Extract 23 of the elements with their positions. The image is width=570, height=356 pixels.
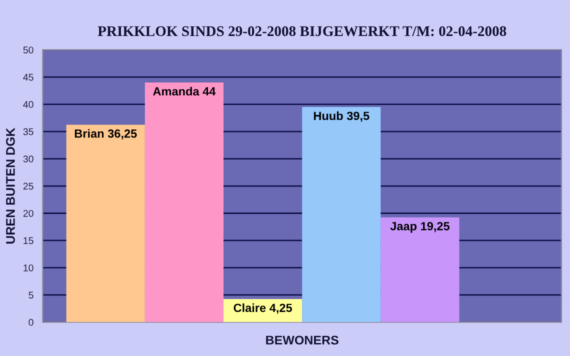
y-tick-label: 30	[23, 156, 34, 162]
data-label: Brian 36,25	[74, 129, 137, 140]
y-axis-title: UREN BUITEN DGK	[6, 128, 15, 244]
data-label: Claire 4,25	[234, 303, 292, 314]
y-tick-label: 15	[24, 237, 34, 244]
bar	[380, 217, 460, 322]
y-tick-label: 45	[23, 74, 34, 81]
y-tick-label: 25	[23, 182, 34, 190]
bar	[144, 82, 224, 322]
x-axis-title: BEWONERS	[266, 336, 338, 345]
data-label: Huub 39,5	[314, 111, 370, 122]
y-tick-label: 40	[23, 101, 34, 108]
y-tick-label: 0	[28, 318, 34, 326]
y-tick-label: 5	[28, 292, 34, 299]
y-tick-label: 35	[23, 128, 34, 136]
y-tick-label: 10	[24, 264, 34, 272]
bar	[66, 124, 145, 322]
data-label: Jaap 19,25	[390, 222, 450, 233]
data-label: Amanda 44	[153, 86, 216, 96]
y-tick-label: 50	[23, 46, 34, 54]
bar	[302, 107, 381, 322]
y-tick-label: 20	[23, 210, 34, 217]
chart-title: PRIKKLOK SINDS 29-02-2008 BIJGEWERKT T/M: 02-04-2008	[98, 26, 506, 36]
